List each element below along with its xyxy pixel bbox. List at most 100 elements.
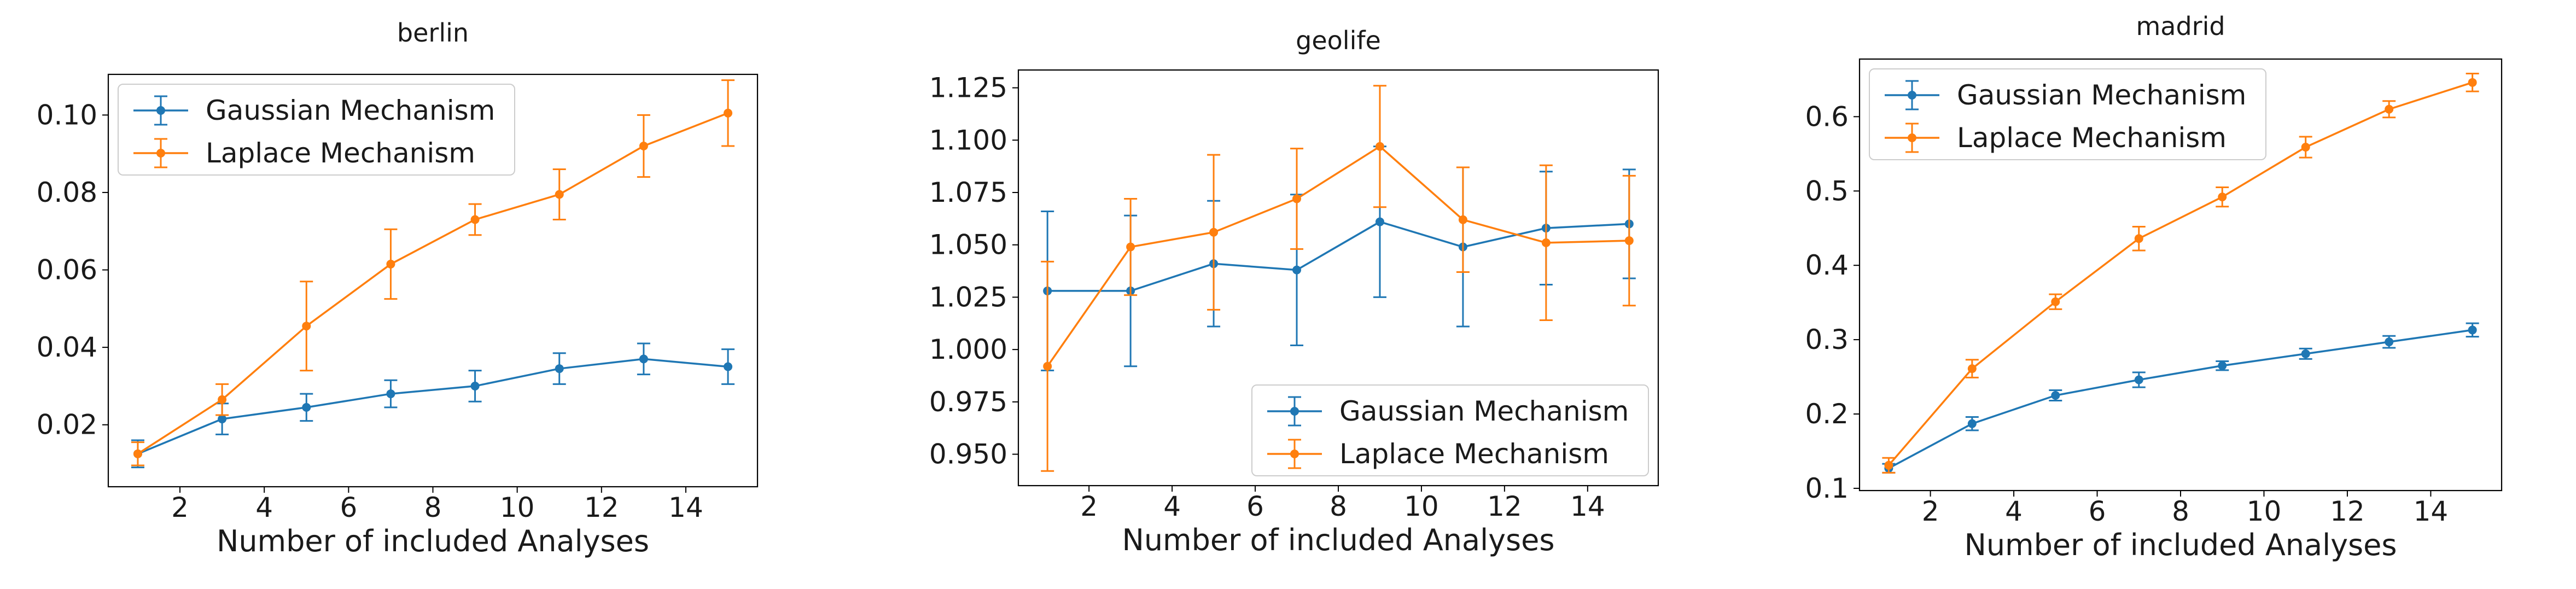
- data-point: [2218, 361, 2227, 370]
- data-point: [2301, 349, 2310, 358]
- data-point: [555, 190, 564, 199]
- legend-label: Gaussian Mechanism: [1339, 395, 1629, 427]
- y-tick-label: 0.4: [1805, 249, 1849, 281]
- legend-box: [118, 84, 515, 176]
- series-laplace-mechanism: [131, 79, 735, 466]
- data-point: [1375, 217, 1384, 226]
- series-line: [1888, 81, 2473, 466]
- data-point: [2385, 104, 2394, 114]
- legend-box: [1869, 68, 2266, 160]
- data-point: [1209, 228, 1219, 237]
- y-tick-label: 1.000: [929, 334, 1007, 365]
- legend-marker: [1290, 407, 1299, 416]
- data-point: [302, 403, 311, 412]
- y-tick-label: 1.050: [929, 229, 1007, 261]
- y-tick-label: 0.06: [37, 254, 97, 286]
- series-line: [1047, 220, 1629, 292]
- series-laplace-mechanism: [1882, 73, 2479, 474]
- x-tick-label: 6: [1246, 491, 1264, 522]
- legend-marker: [1908, 91, 1916, 100]
- data-point: [555, 364, 564, 374]
- chart-title: berlin: [397, 18, 469, 48]
- series-laplace-mechanism: [1041, 85, 1636, 472]
- data-point: [724, 362, 733, 371]
- legend: Gaussian Mechanism Laplace Mechanism: [118, 84, 515, 176]
- x-tick-label: 4: [2005, 495, 2023, 527]
- legend-marker: [156, 106, 165, 115]
- data-point: [639, 354, 648, 364]
- x-tick-label: 2: [1922, 495, 1939, 527]
- data-point: [1292, 194, 1302, 203]
- legend-label: Gaussian Mechanism: [1957, 79, 2246, 111]
- series-line: [137, 358, 728, 455]
- x-tick-label: 4: [1163, 491, 1181, 522]
- y-tick-label: 1.025: [929, 281, 1007, 313]
- y-tick-label: 0.1: [1805, 473, 1849, 504]
- data-point: [2385, 337, 2394, 347]
- x-axis-label: Number of included Analyses: [217, 524, 649, 558]
- legend: Gaussian Mechanism Laplace Mechanism: [1869, 68, 2266, 160]
- legend-box: [1251, 384, 1649, 476]
- data-point: [2468, 78, 2477, 87]
- chart-madrid: madrid 2 4 6 8 10 12 14 0.1 0.2 0.3 0.4 0.5 0.6 Number…: [1805, 11, 2503, 562]
- y-tick-label: 0.5: [1805, 175, 1849, 207]
- x-tick-label: 4: [255, 492, 273, 523]
- data-point: [1043, 361, 1052, 371]
- y-tick-label: 0.975: [929, 386, 1007, 418]
- y-tick-label: 0.3: [1805, 324, 1849, 355]
- legend-label: Laplace Mechanism: [1339, 438, 1609, 470]
- x-tick-label: 6: [2089, 495, 2106, 527]
- data-point: [1624, 236, 1634, 246]
- legend: Gaussian Mechanism Laplace Mechanism: [1251, 384, 1649, 476]
- chart-geolife: geolife 2 4 6 8 10 12 14 0.950 0.975 1.000 1.025 1.0…: [929, 26, 1659, 557]
- legend-label: Gaussian Mechanism: [206, 95, 495, 126]
- data-point: [470, 381, 480, 390]
- y-tick-label: 0.950: [929, 439, 1007, 470]
- series-line: [137, 112, 728, 455]
- x-tick-label: 12: [2330, 495, 2365, 527]
- y-tick-label: 0.10: [37, 99, 97, 131]
- data-point: [386, 389, 395, 399]
- y-tick-label: 1.100: [929, 124, 1007, 156]
- x-tick-label: 10: [2247, 495, 2282, 527]
- chart-berlin: berlin 2 4 6 8 10 12 14 0.02 0.04 0.06 0.08 0.10 Numb…: [37, 18, 759, 558]
- chart-title: geolife: [1296, 26, 1381, 55]
- x-tick-label: 6: [340, 492, 357, 523]
- data-point: [2468, 325, 2477, 335]
- y-tick-label: 0.02: [37, 409, 97, 441]
- legend-marker: [156, 149, 165, 158]
- x-axis-label: Number of included Analyses: [1964, 528, 2397, 562]
- series-line: [1046, 145, 1629, 367]
- data-point: [1884, 460, 1893, 470]
- data-point: [2218, 193, 2227, 202]
- x-tick-label: 8: [1330, 491, 1347, 522]
- data-point: [2134, 234, 2143, 243]
- x-tick-label: 10: [1404, 491, 1439, 522]
- data-point: [1292, 265, 1302, 275]
- data-point: [1541, 238, 1551, 247]
- data-point: [2051, 297, 2060, 306]
- legend-label: Laplace Mechanism: [206, 137, 475, 169]
- y-tick-label: 0.08: [37, 177, 97, 208]
- data-point: [639, 141, 648, 150]
- chart-title: madrid: [2136, 11, 2225, 41]
- series-line: [1888, 329, 2473, 469]
- y-tick-label: 1.075: [929, 177, 1007, 208]
- series-gaussian-mechanism: [1882, 322, 2479, 474]
- data-point: [2051, 391, 2060, 400]
- x-axis-label: Number of included Analyses: [1122, 523, 1554, 557]
- legend-marker: [1290, 450, 1299, 458]
- x-tick-label: 14: [2414, 495, 2449, 527]
- y-tick-label: 1.125: [929, 72, 1007, 104]
- data-point: [1458, 215, 1467, 224]
- x-tick-label: 14: [1570, 491, 1605, 522]
- data-point: [2134, 375, 2143, 384]
- x-tick-label: 10: [500, 492, 535, 523]
- data-point: [218, 415, 227, 424]
- data-point: [2301, 143, 2310, 152]
- legend-marker: [1908, 133, 1916, 142]
- x-tick-label: 2: [171, 492, 189, 523]
- legend-label: Laplace Mechanism: [1957, 122, 2227, 154]
- y-tick-label: 0.6: [1805, 101, 1849, 132]
